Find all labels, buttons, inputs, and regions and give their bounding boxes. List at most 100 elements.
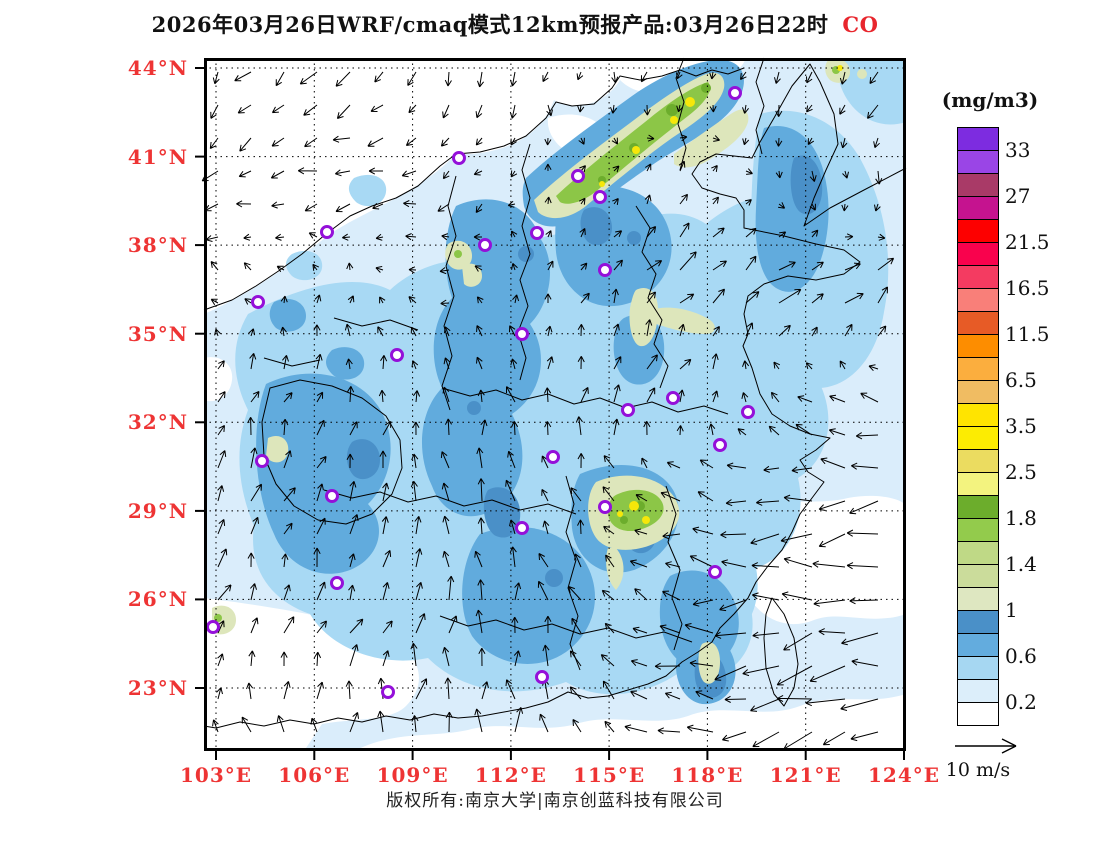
wind-arrow bbox=[842, 170, 849, 179]
wind-arrow bbox=[805, 698, 846, 707]
wind-arrow bbox=[542, 520, 550, 535]
wind-arrow bbox=[644, 194, 652, 205]
wind-arrow bbox=[613, 230, 623, 238]
wind-arrow bbox=[437, 203, 450, 212]
wind-arrow bbox=[624, 724, 648, 733]
wind-arrow bbox=[613, 384, 621, 403]
wind-arrow bbox=[577, 355, 585, 370]
wind-arrow bbox=[441, 482, 450, 502]
city-marker bbox=[515, 327, 529, 341]
wind-arrow bbox=[844, 323, 853, 337]
wind-arrow bbox=[506, 386, 516, 403]
wind-arrow bbox=[643, 104, 651, 116]
colorbar-tick-label: 33 bbox=[1005, 138, 1031, 162]
wind-arrow bbox=[546, 356, 554, 370]
wind-arrow bbox=[634, 588, 648, 601]
city-marker bbox=[381, 685, 395, 699]
wind-arrow bbox=[442, 550, 450, 568]
wind-arrow bbox=[709, 104, 717, 113]
wind-arrow bbox=[645, 163, 652, 172]
wind-arrow bbox=[711, 353, 719, 370]
wind-arrow bbox=[243, 262, 252, 271]
wind-arrow bbox=[507, 450, 516, 469]
wind-arrow bbox=[577, 453, 585, 469]
wind-arrow bbox=[280, 295, 288, 304]
wind-arrow bbox=[580, 262, 588, 271]
wind-arrow bbox=[640, 71, 648, 83]
colorbar-swatch bbox=[958, 427, 998, 450]
wind-arrow bbox=[849, 500, 879, 515]
wind-arrow bbox=[313, 324, 321, 337]
wind-arrow bbox=[712, 288, 725, 304]
wind-arrow bbox=[576, 71, 584, 81]
wind-arrow bbox=[345, 358, 353, 370]
colorbar-swatch bbox=[958, 128, 998, 151]
wind-arrow bbox=[442, 104, 450, 119]
wind-arrow bbox=[509, 71, 517, 87]
wind-arrow bbox=[613, 323, 620, 337]
map-frame bbox=[204, 58, 906, 751]
city-marker bbox=[206, 620, 220, 634]
wind-arrow bbox=[411, 453, 419, 469]
wind-arrow bbox=[334, 169, 351, 177]
wind-arrow bbox=[313, 547, 321, 568]
wind-arrow bbox=[349, 421, 358, 436]
wind-arrow bbox=[676, 71, 683, 80]
wind-arrow bbox=[283, 487, 296, 502]
wind-arrow bbox=[411, 360, 419, 370]
wind-arrow bbox=[511, 421, 519, 436]
wind-arrow bbox=[635, 494, 648, 502]
wind-arrow bbox=[719, 599, 747, 612]
wind-arrow bbox=[791, 466, 813, 474]
map-canvas bbox=[195, 57, 907, 760]
wind-arrow bbox=[806, 104, 813, 113]
wind-arrow bbox=[580, 292, 590, 304]
wind-arrow bbox=[714, 665, 747, 681]
wind-arrow bbox=[778, 261, 796, 271]
wind-arrow bbox=[839, 104, 846, 115]
city-marker bbox=[530, 226, 544, 240]
wind-arrow bbox=[612, 418, 620, 436]
wind-arrow bbox=[370, 104, 384, 112]
wind-arrow bbox=[473, 169, 483, 176]
colorbar-tick-label: 27 bbox=[1005, 184, 1031, 208]
wind-arrow bbox=[781, 591, 813, 601]
wind-arrow bbox=[737, 428, 747, 436]
wind-arrow bbox=[217, 485, 225, 502]
wind-arrow bbox=[818, 628, 846, 636]
wind-arrow bbox=[476, 325, 483, 337]
wind-arrow bbox=[477, 478, 485, 502]
wind-arrow bbox=[475, 609, 483, 634]
wind-arrow bbox=[752, 631, 780, 639]
lat-tick-label: 29°N bbox=[127, 498, 188, 523]
wind-arrow bbox=[538, 553, 549, 568]
wind-arrow bbox=[346, 262, 354, 271]
wind-arrow bbox=[846, 562, 879, 570]
wind-arrow bbox=[316, 483, 324, 502]
wind-arrow bbox=[660, 491, 681, 502]
wind-arrow bbox=[657, 727, 681, 735]
wind-arrow bbox=[511, 263, 518, 271]
wind-arrow bbox=[774, 71, 781, 84]
wind-arrow bbox=[689, 555, 714, 568]
wind-arrow bbox=[408, 296, 417, 304]
wind-arrow bbox=[777, 694, 813, 703]
colorbar-swatch bbox=[958, 358, 998, 381]
wind-arrow bbox=[742, 104, 749, 114]
wind-arrow bbox=[415, 678, 428, 700]
wind-arrow bbox=[342, 233, 351, 241]
lon-tick-label: 124°E bbox=[868, 763, 940, 787]
wind-arrow bbox=[809, 203, 816, 211]
wind-arrow bbox=[346, 453, 354, 469]
wind-arrow bbox=[442, 515, 450, 535]
wind-arrow bbox=[679, 134, 688, 142]
wind-arrow bbox=[851, 462, 879, 470]
wind-arrow bbox=[712, 135, 720, 142]
lat-tick-label: 35°N bbox=[127, 321, 188, 346]
copyright-text: 版权所有:南京大学|南京创蓝科技有限公司 bbox=[386, 791, 724, 811]
wind-arrow bbox=[405, 137, 417, 146]
wind-arrow bbox=[783, 632, 813, 651]
wind-arrow bbox=[839, 71, 847, 85]
wind-arrow bbox=[756, 498, 780, 506]
